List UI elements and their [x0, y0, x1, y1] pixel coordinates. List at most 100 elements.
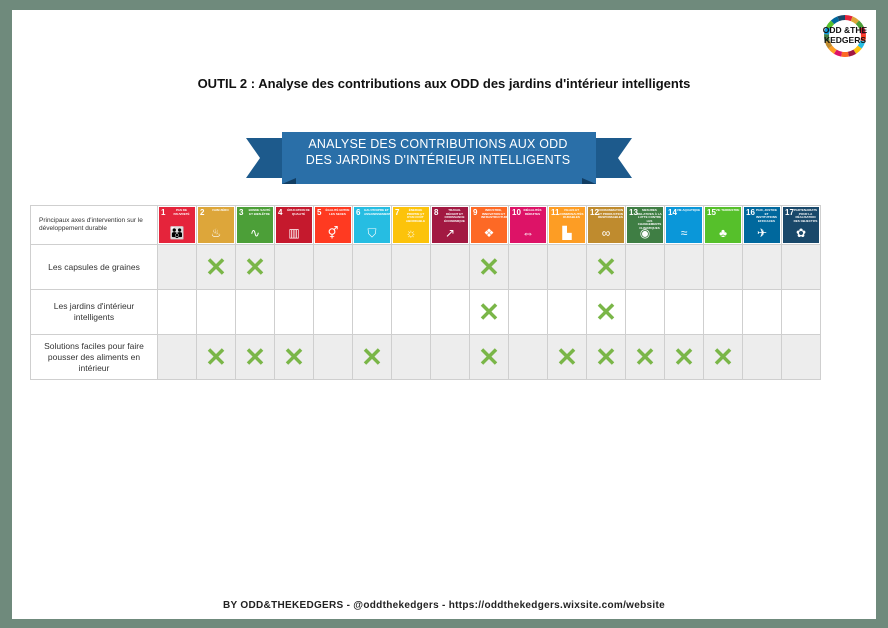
infinity-icon: ∞: [601, 226, 611, 240]
dove-icon: ✈: [756, 226, 768, 240]
row-label: Solutions faciles pour faire pousser des…: [30, 334, 158, 380]
contribution-cell: ✕: [664, 334, 704, 380]
sdg-number: 3: [239, 208, 244, 217]
sdg-header-cell: 7 Énergie propre et d'un coût abordable ☼: [391, 205, 431, 245]
sdg-number: 6: [356, 208, 361, 217]
growth-icon: ↗: [444, 226, 456, 240]
sdg-label: Énergie propre et d'un coût abordable: [405, 208, 426, 223]
sdg-label: Éducation de qualité: [287, 208, 310, 216]
check-x-icon: ✕: [361, 341, 383, 372]
contribution-cell: [547, 289, 587, 335]
sdg-label: Eau propre et assainissement: [364, 208, 390, 216]
logo-ring-segment: [850, 16, 860, 25]
flower-icon: ✿: [795, 226, 807, 240]
bowl-icon: ♨: [210, 226, 222, 240]
equal-icon: ⇔: [522, 226, 534, 240]
sdg-number: 16: [746, 208, 755, 217]
sdg-14-tile: 14 Vie aquatique ≈: [666, 207, 702, 243]
sdg-11-tile: 11 Villes et communautés durables ▙: [549, 207, 585, 243]
sdg-label: Mesures relatives à la lutte contre les …: [637, 208, 662, 230]
check-x-icon: ✕: [595, 251, 617, 282]
logo-ring-segment: [824, 40, 833, 49]
contribution-cell: [742, 244, 782, 290]
sdg-9-tile: 9 Industrie, innovation et infrastructure…: [471, 207, 507, 243]
contribution-cell: [196, 289, 236, 335]
contribution-cell: [274, 289, 314, 335]
contribution-cell: [352, 289, 392, 335]
sdg-8-tile: 8 Travail décent et croissance économique…: [432, 207, 468, 243]
gender-icon: ⚥: [327, 226, 339, 240]
banner-line1: ANALYSE DES CONTRIBUTIONS AUX ODD: [308, 137, 568, 151]
sdg-1-tile: 1 Pas de pauvreté 👪: [159, 207, 195, 243]
sdg-number: 17: [785, 208, 794, 217]
sdg-number: 4: [278, 208, 283, 217]
logo-ring-segment: [859, 26, 866, 35]
contribution-cell: ✕: [235, 334, 275, 380]
contribution-cell: [664, 244, 704, 290]
check-x-icon: ✕: [478, 341, 500, 372]
sdg-6-tile: 6 Eau propre et assainissement ⛉: [354, 207, 390, 243]
check-x-icon: ✕: [712, 341, 734, 372]
contribution-cell: [781, 244, 821, 290]
heartbeat-icon: ∿: [249, 226, 261, 240]
check-x-icon: ✕: [478, 296, 500, 327]
contribution-cell: [625, 244, 665, 290]
sdg-label: Bonne santé et bien-être: [248, 208, 271, 216]
sdg-number: 2: [200, 208, 205, 217]
contribution-cell: [781, 334, 821, 380]
family-icon: 👪: [169, 226, 185, 240]
contribution-cell: [547, 244, 587, 290]
sdg-label: Industrie, innovation et infrastructure: [481, 208, 507, 219]
sdg-header-row: Principaux axes d'intervention sur le dé…: [30, 205, 821, 245]
sdg-header-cell: 2 Faim zéro ♨: [196, 205, 236, 245]
city-icon: ▙: [562, 226, 572, 240]
logo-ring-segment: [860, 34, 866, 42]
banner-text: ANALYSE DES CONTRIBUTIONS AUX ODD DES JA…: [287, 136, 589, 168]
contribution-cell: [430, 244, 470, 290]
sdg-13-tile: 13 Mesures relatives à la lutte contre le…: [627, 207, 663, 243]
sdg-contribution-table: Principaux axes d'intervention sur le dé…: [30, 205, 821, 380]
contribution-cell: ✕: [586, 334, 626, 380]
cubes-icon: ❖: [483, 226, 495, 240]
sdg-header-cell: 9 Industrie, innovation et infrastructure…: [469, 205, 509, 245]
logo-ring-segment: [826, 20, 835, 29]
logo-ring-segment: [857, 40, 866, 49]
sdg-10-tile: 10 Inégalités réduites ⇔: [510, 207, 546, 243]
sdg-17-tile: 17 Partenariats pour la réalisation des o…: [783, 207, 819, 243]
sdg-number: 12: [590, 208, 599, 217]
sdg-header-cell: 4 Éducation de qualité ▥: [274, 205, 314, 245]
sdg-label: Faim zéro: [212, 208, 229, 212]
sdg-number: 8: [434, 208, 439, 217]
sdg-number: 1: [161, 208, 166, 217]
contribution-cell: ✕: [586, 289, 626, 335]
contribution-cell: ✕: [586, 244, 626, 290]
sdg-header-cell: 14 Vie aquatique ≈: [664, 205, 704, 245]
sdg-number: 9: [473, 208, 478, 217]
sdg-header-cell: 10 Inégalités réduites ⇔: [508, 205, 548, 245]
footer-credits: BY ODD&THEKEDGERS - @oddthekedgers - htt…: [223, 600, 665, 611]
logo-text-line1: ODD &THE: [823, 25, 868, 35]
check-x-icon: ✕: [244, 251, 266, 282]
banner-line2: DES JARDINS D'INTÉRIEUR INTELLIGENTS: [305, 153, 571, 167]
sdg-number: 14: [668, 208, 677, 217]
contribution-cell: ✕: [352, 334, 392, 380]
contribution-cell: [313, 334, 353, 380]
check-x-icon: ✕: [673, 341, 695, 372]
contribution-cell: [703, 289, 743, 335]
contribution-cell: [391, 289, 431, 335]
logo-ring-segment: [824, 34, 830, 42]
sdg-12-tile: 12 Consommation et production responsable…: [588, 207, 624, 243]
sdg-header-cell: 6 Eau propre et assainissement ⛉: [352, 205, 392, 245]
sdg-header-cell: 11 Villes et communautés durables ▙: [547, 205, 587, 245]
contribution-cell: [430, 289, 470, 335]
contribution-cell: [157, 334, 197, 380]
contribution-cell: [742, 289, 782, 335]
fish-icon: ≈: [680, 226, 688, 240]
contribution-cell: [274, 244, 314, 290]
sdg-3-tile: 3 Bonne santé et bien-être ∿: [237, 207, 273, 243]
check-x-icon: ✕: [205, 251, 227, 282]
sdg-number: 7: [395, 208, 400, 217]
eye-icon: ◉: [639, 226, 651, 240]
sdg-label: Vie aquatique: [676, 208, 701, 212]
sdg-header-cell: 17 Partenariats pour la réalisation des o…: [781, 205, 821, 245]
